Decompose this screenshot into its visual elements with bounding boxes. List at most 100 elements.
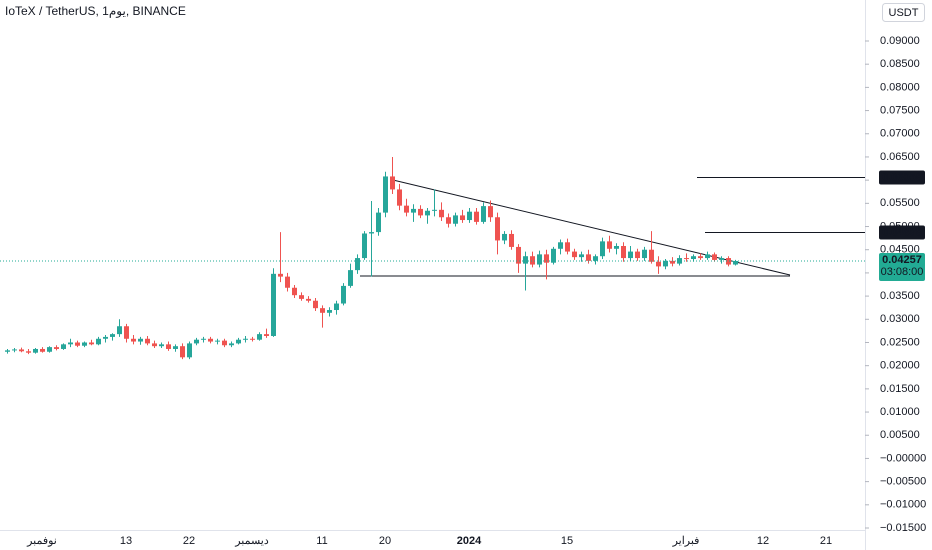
y-tick-label: 0.06500 bbox=[880, 151, 920, 163]
candle-body bbox=[208, 338, 213, 342]
candle-body bbox=[474, 211, 479, 222]
candle-body bbox=[61, 344, 66, 349]
candle-body bbox=[348, 270, 353, 286]
candle-body bbox=[411, 208, 416, 213]
candle-body bbox=[537, 254, 542, 265]
y-tick-label: −0.00000 bbox=[880, 452, 926, 464]
candle-body bbox=[166, 344, 171, 349]
candle-body bbox=[82, 342, 87, 346]
candle-body bbox=[712, 254, 717, 260]
candle-body bbox=[313, 300, 318, 309]
candle-body bbox=[481, 206, 486, 222]
candle-body bbox=[544, 254, 549, 263]
candle-body bbox=[131, 338, 136, 342]
candle-body bbox=[215, 340, 220, 342]
candle-body bbox=[726, 258, 731, 265]
candle-body bbox=[719, 258, 724, 260]
candle-body bbox=[229, 343, 234, 346]
price-line-tag bbox=[879, 170, 925, 185]
candle-body bbox=[341, 285, 346, 304]
candle-body bbox=[551, 248, 556, 263]
candle-body bbox=[292, 287, 297, 296]
currency-button[interactable] bbox=[882, 3, 925, 22]
x-tick-label: 22 bbox=[183, 535, 195, 547]
candle-body bbox=[607, 241, 612, 249]
candle-body bbox=[502, 233, 507, 241]
price-line-label: 0.06058 bbox=[882, 171, 922, 183]
last-price-tag bbox=[879, 252, 925, 281]
candle-body bbox=[677, 258, 682, 264]
y-tick-label: 0.03000 bbox=[880, 313, 920, 325]
candle-body bbox=[54, 347, 59, 349]
candle-body bbox=[516, 246, 521, 264]
y-tick-label: −0.01500 bbox=[880, 522, 926, 534]
last-price-label: 0.04257 bbox=[882, 254, 922, 266]
candle-body bbox=[565, 242, 570, 252]
candle-body bbox=[19, 349, 24, 352]
y-tick-label: 0.02500 bbox=[880, 336, 920, 348]
candle-body bbox=[425, 210, 430, 216]
candle-body bbox=[103, 336, 108, 339]
candle-body bbox=[642, 249, 647, 259]
candle-body bbox=[12, 349, 17, 351]
y-tick-label: 0.08000 bbox=[880, 81, 920, 93]
candle-body bbox=[376, 212, 381, 233]
candle-body bbox=[257, 334, 262, 340]
candle-body bbox=[362, 233, 367, 259]
candle-body bbox=[635, 251, 640, 259]
candle-body bbox=[614, 246, 619, 249]
candle-body bbox=[663, 260, 668, 267]
candle-body bbox=[698, 256, 703, 259]
y-tick-label: 0.02000 bbox=[880, 360, 920, 372]
candle-body bbox=[488, 206, 493, 218]
y-tick-label: 0.05500 bbox=[880, 197, 920, 209]
candle-body bbox=[600, 241, 605, 257]
candle-body bbox=[460, 215, 465, 221]
y-tick-label: 0.04500 bbox=[880, 244, 920, 256]
candle-body bbox=[404, 205, 409, 213]
candle-body bbox=[572, 251, 577, 258]
y-tick-label: 0.03500 bbox=[880, 290, 920, 302]
symbol-title: IoTeX / TetherUS, 1يوم, BINANCE bbox=[5, 4, 186, 18]
candle-body bbox=[250, 338, 255, 340]
candle-body bbox=[201, 338, 206, 340]
candle-body bbox=[453, 215, 458, 224]
candle-body bbox=[124, 326, 129, 339]
candle-body bbox=[117, 326, 122, 335]
x-tick-label: 13 bbox=[120, 535, 132, 547]
y-tick-label: −0.01000 bbox=[880, 499, 926, 511]
candle-body bbox=[383, 176, 388, 213]
candle-body bbox=[285, 276, 290, 288]
price-line-label: 0.04888 bbox=[882, 226, 922, 238]
candle-body bbox=[299, 295, 304, 299]
y-tick-label: 0.08500 bbox=[880, 58, 920, 70]
x-tick-label: 2024 bbox=[457, 535, 482, 547]
y-tick-label: 0.07000 bbox=[880, 128, 920, 140]
candle-body bbox=[47, 347, 52, 352]
candle-body bbox=[397, 189, 402, 206]
candle-body bbox=[152, 343, 157, 347]
candle-body bbox=[236, 339, 241, 344]
countdown-label: 03:08:00 bbox=[881, 266, 924, 278]
candle-body bbox=[68, 342, 73, 345]
x-tick-label: 21 bbox=[820, 535, 832, 547]
candle-body bbox=[264, 334, 269, 336]
candle-body bbox=[418, 208, 423, 216]
candle-body bbox=[691, 256, 696, 259]
candle-body bbox=[684, 258, 689, 260]
candle-body bbox=[222, 340, 227, 346]
candle-body bbox=[173, 346, 178, 349]
currency-label[interactable]: USDT bbox=[889, 7, 919, 19]
y-tick-label: 0.07500 bbox=[880, 104, 920, 116]
candle-body bbox=[327, 310, 332, 313]
x-tick-label: 20 bbox=[379, 535, 391, 547]
candle-body bbox=[5, 350, 10, 352]
x-tick-label: نوفمبر bbox=[26, 535, 57, 547]
candle-body bbox=[369, 232, 374, 234]
candle-body bbox=[89, 342, 94, 345]
candle-body bbox=[187, 343, 192, 358]
y-tick-label: 0.00500 bbox=[880, 429, 920, 441]
candle-body bbox=[320, 308, 325, 313]
x-tick-label: 11 bbox=[316, 535, 327, 547]
